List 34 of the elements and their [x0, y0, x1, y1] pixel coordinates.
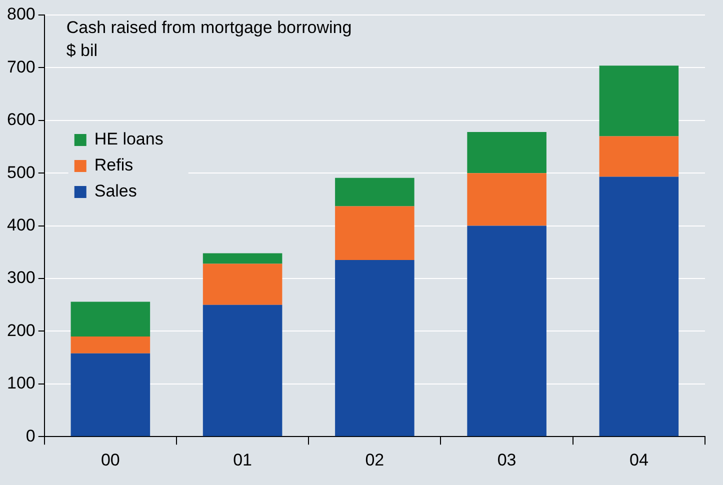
bar [335, 178, 414, 206]
bar [467, 173, 546, 226]
y-tick-label: 600 [6, 110, 36, 130]
bar [70, 302, 150, 336]
x-tick-label: 00 [100, 450, 120, 470]
x-tick-label: 01 [233, 450, 252, 470]
y-tick-label: 100 [6, 374, 36, 393]
text: $ bil [66, 41, 98, 60]
bar [70, 353, 150, 436]
bar [599, 66, 679, 136]
bar [70, 336, 150, 354]
chart-title: Cash raised from mortgage borrowing [66, 18, 352, 38]
x-tick-label: 02 [365, 450, 384, 470]
y-tick-label: 500 [6, 162, 36, 182]
bar [335, 206, 414, 260]
y-tick-label: 700 [6, 57, 36, 76]
bar [202, 253, 282, 264]
bar [202, 264, 282, 305]
bar [599, 176, 679, 436]
y-tick-label: 0 [26, 426, 36, 446]
bar [467, 226, 546, 436]
bar [335, 260, 414, 436]
y-tick-label: 400 [6, 215, 36, 234]
y-tick-label: 800 [6, 4, 36, 24]
legend-label: Refis [94, 156, 134, 175]
legend-label: Sales [94, 182, 137, 201]
y-tick-label: 300 [6, 268, 36, 288]
x-tick-label: 03 [497, 450, 516, 470]
y-tick-label: 200 [6, 320, 36, 340]
legend-label: HE loans [94, 130, 164, 149]
bar [202, 304, 282, 436]
x-tick-label: 04 [629, 450, 648, 470]
bar [599, 136, 679, 177]
bar [467, 132, 546, 174]
